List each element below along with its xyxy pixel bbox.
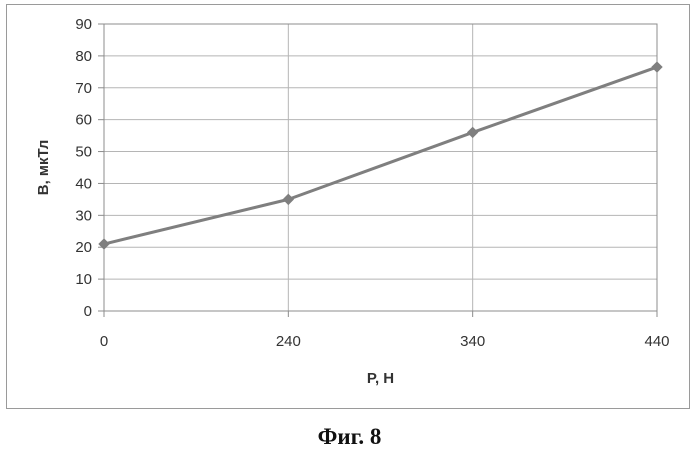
y-tick-label: 90 xyxy=(75,16,92,33)
y-axis-title: B, мкТл xyxy=(35,140,52,196)
x-tick-label: 0 xyxy=(100,333,108,350)
y-tick-label: 20 xyxy=(75,239,92,256)
y-tick-label: 40 xyxy=(75,175,92,192)
x-axis-title: P, H xyxy=(367,370,394,387)
x-tick-label: 340 xyxy=(460,333,485,350)
y-tick-label: 30 xyxy=(75,207,92,224)
y-tick-label: 0 xyxy=(84,303,92,320)
y-tick-label: 10 xyxy=(75,271,92,288)
figure-caption: Фиг. 8 xyxy=(0,424,699,450)
series-line xyxy=(104,67,657,244)
y-tick-label: 60 xyxy=(75,112,92,129)
data-point-marker xyxy=(283,194,293,204)
series xyxy=(99,62,662,249)
data-point-marker xyxy=(652,62,662,72)
x-tick-label: 440 xyxy=(644,333,669,350)
y-tick-label: 70 xyxy=(75,80,92,97)
data-point-marker xyxy=(468,127,478,137)
x-tick-label: 240 xyxy=(276,333,301,350)
axes xyxy=(98,24,657,317)
y-tick-label: 80 xyxy=(75,48,92,65)
y-tick-label: 50 xyxy=(75,144,92,161)
